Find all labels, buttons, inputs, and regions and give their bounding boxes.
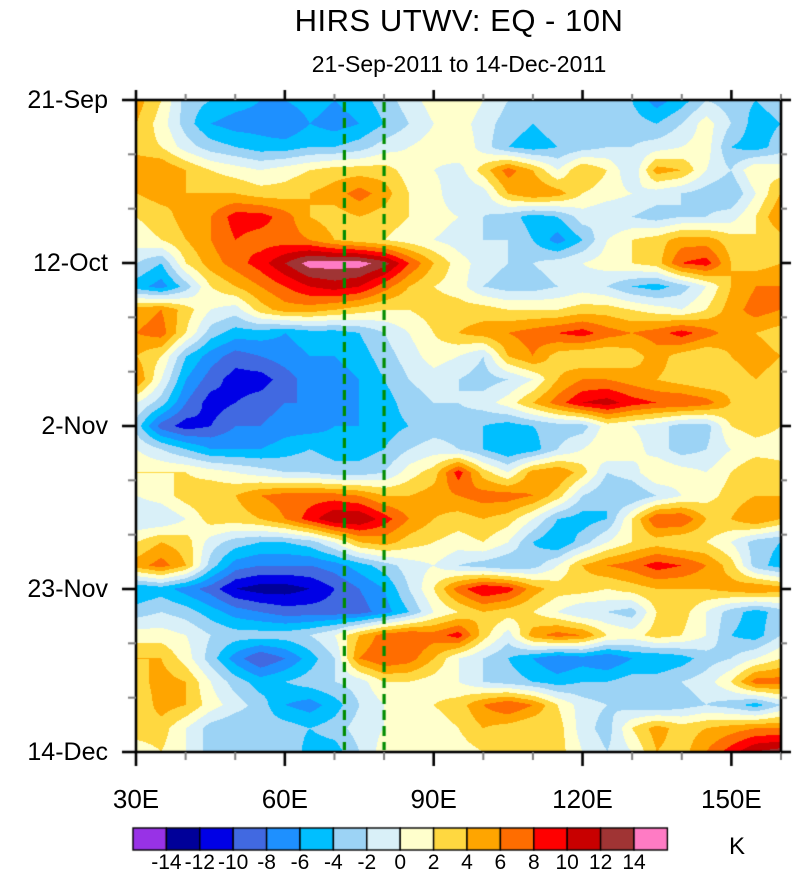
x-tick-label: 90E [410,784,457,814]
colorbar-tick-label: 2 [427,851,440,869]
colorbar-tick-label: -2 [357,851,377,869]
y-tick-label: 23-Nov [27,574,108,603]
y-tick-label: 21-Sep [27,85,108,114]
colorbar-tick-label: 14 [622,851,646,869]
x-tick-label: 150E [701,784,762,814]
x-tick-label: 120E [552,784,613,814]
colorbar-tick-label: 10 [555,851,579,869]
y-tick-label: 12-Oct [32,248,108,277]
x-tick-label: 60E [261,784,308,814]
colorbar-tick-label: -12 [184,851,215,869]
chart-title: HIRS UTWV: EQ - 10N [294,3,624,38]
colorbar-tick-label: -10 [218,851,249,869]
x-tick-label: 30E [112,784,160,814]
colorbar-tick-label: -14 [151,851,182,869]
chart-subtitle: 21-Sep-2011 to 14-Dec-2011 [311,51,607,77]
y-tick-label: 2-Nov [41,411,108,440]
colorbar-tick-label: 8 [527,851,540,869]
colorbar-tick-label: 12 [588,851,613,869]
colorbar-unit-label: K [728,833,745,860]
colorbar-tick-label: -4 [324,851,343,869]
colorbar-tick-label: -8 [257,851,276,869]
colorbar-tick-label: -6 [290,851,310,869]
colorbar-tick-label: 0 [394,851,407,869]
colorbar-tick-label: 4 [461,851,473,869]
y-tick-label: 14-Dec [27,737,108,766]
colorbar-tick-label: 6 [494,851,507,869]
